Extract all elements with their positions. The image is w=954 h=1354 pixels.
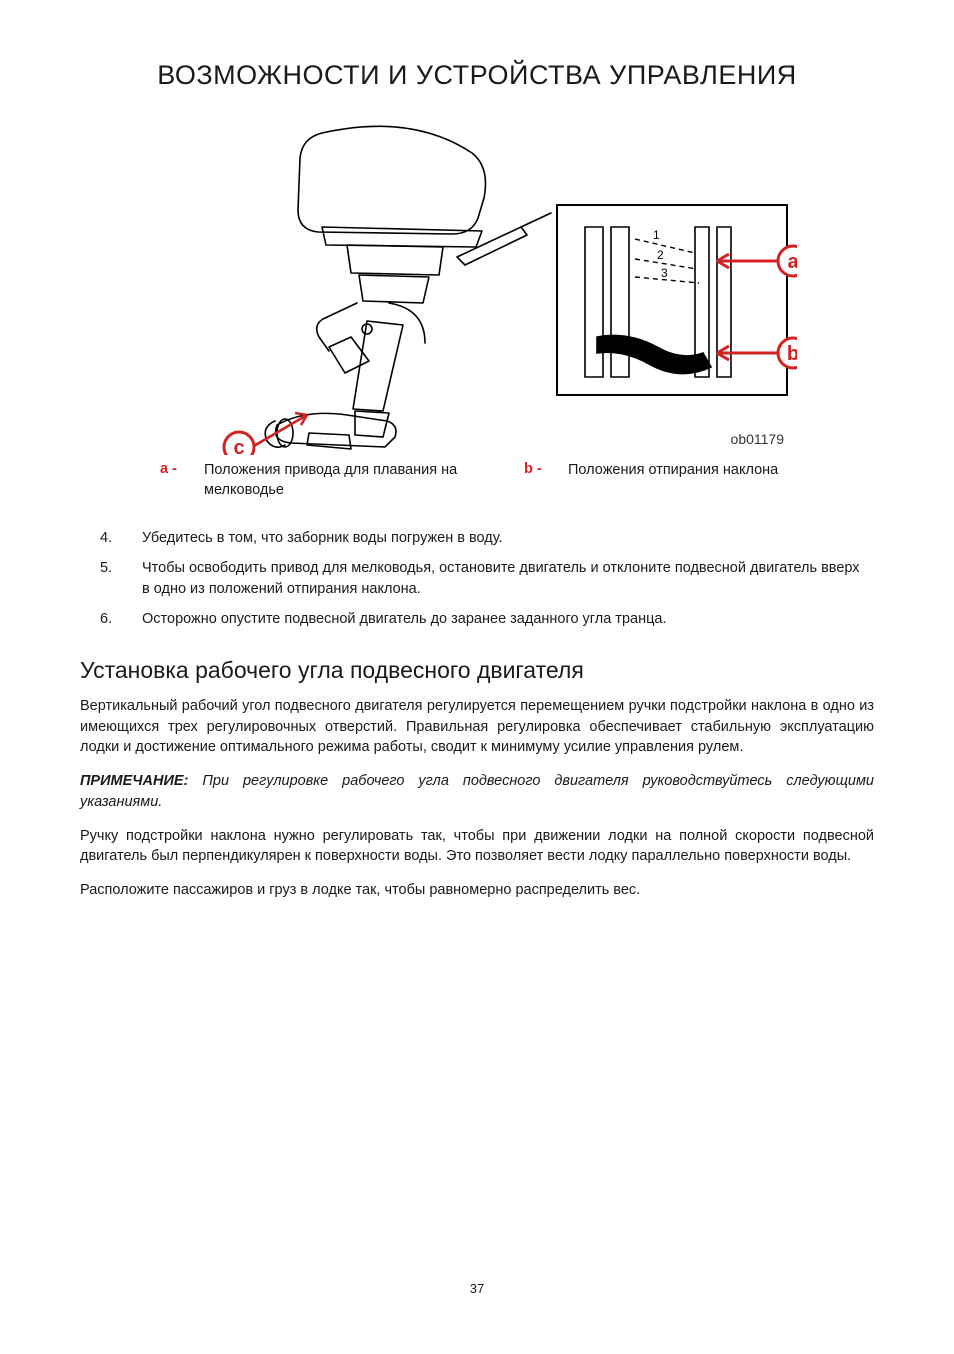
marker-a: a (787, 251, 797, 273)
tick-2: 2 (657, 248, 664, 262)
note-label: ПРИМЕЧАНИЕ: (80, 773, 188, 789)
legend-b: b - Положения отпирания наклона (524, 461, 794, 500)
legend-text-b: Положения отпирания наклона (568, 461, 778, 500)
legend-text-a: Положения привода для плавания на мелков… (204, 461, 484, 500)
list-item: 6. Осторожно опустите подвесной двигател… (100, 609, 864, 629)
list-text: Чтобы освободить привод для мелководья, … (142, 558, 864, 599)
list-num: 5. (100, 558, 120, 599)
marker-b: b (787, 343, 797, 365)
paragraph: Ручку подстройки наклона нужно регулиров… (80, 826, 874, 867)
tick-3: 3 (661, 266, 668, 280)
legend-letter-b: b - (524, 461, 552, 500)
list-num: 6. (100, 609, 120, 629)
list-item: 5. Чтобы освободить привод для мелководь… (100, 558, 864, 599)
note-body: При регулировке рабочего угла подвесного… (80, 773, 874, 809)
chapter-title: ВОЗМОЖНОСТИ И УСТРОЙСТВА УПРАВЛЕНИЯ (80, 60, 874, 91)
page: ВОЗМОЖНОСТИ И УСТРОЙСТВА УПРАВЛЕНИЯ (0, 0, 954, 1336)
section-title: Установка рабочего угла подвесного двига… (80, 657, 874, 684)
list-num: 4. (100, 528, 120, 548)
list-text: Убедитесь в том, что заборник воды погру… (142, 528, 503, 548)
tick-1: 1 (653, 228, 660, 242)
note-paragraph: ПРИМЕЧАНИЕ: При регулировке рабочего угл… (80, 771, 874, 812)
marker-c: c (233, 437, 244, 455)
page-number: 37 (80, 1281, 874, 1296)
figure-legend: a - Положения привода для плавания на ме… (80, 461, 874, 528)
figure: c (80, 115, 874, 455)
paragraph: Расположите пассажиров и груз в лодке та… (80, 880, 874, 900)
legend-a: a - Положения привода для плавания на ме… (160, 461, 484, 500)
list-text: Осторожно опустите подвесной двигатель д… (142, 609, 667, 629)
numbered-list: 4. Убедитесь в том, что заборник воды по… (80, 528, 874, 629)
legend-letter-a: a - (160, 461, 188, 500)
outboard-diagram: c (157, 115, 797, 455)
paragraph: Вертикальный рабочий угол подвесного дви… (80, 696, 874, 757)
list-item: 4. Убедитесь в том, что заборник воды по… (100, 528, 864, 548)
